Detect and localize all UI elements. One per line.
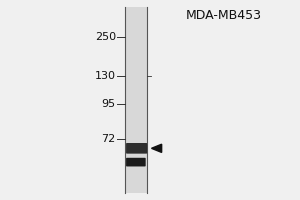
Text: 130: 130 — [95, 71, 116, 81]
Text: MDA-MB453: MDA-MB453 — [186, 9, 262, 22]
FancyBboxPatch shape — [126, 158, 146, 166]
Text: 250: 250 — [95, 32, 116, 42]
Polygon shape — [152, 144, 162, 152]
Text: 72: 72 — [102, 134, 116, 144]
Text: 95: 95 — [102, 99, 116, 109]
FancyBboxPatch shape — [126, 143, 147, 154]
Bar — [125, 7, 147, 193]
